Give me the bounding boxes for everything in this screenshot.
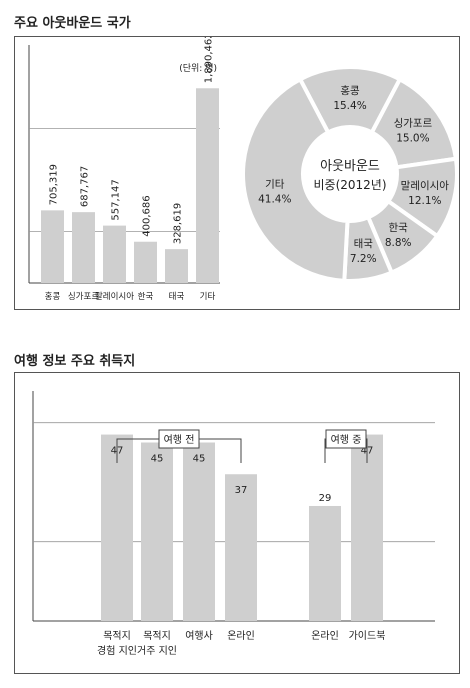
donut-center-line-2: 비중(2012년) [313,178,386,192]
category-label-5-0: 가이드북 [349,630,386,642]
bar-value-label-1: 687,767 [80,166,91,207]
bar-4 [309,505,341,621]
donut-center-line-1: 아웃바운드 [320,159,380,174]
group-label-box-0 [158,429,200,449]
donut-slice-0 [297,65,403,136]
category-label-3-0: 온라인 [227,630,255,642]
category-label-0: 홍콩 [45,291,61,302]
info-source-panel: 47 목적지 경험 지인 45 목적지 거주 지인 45 여행사 37 온라인 29 온라인 47 가이드… [14,372,460,674]
slice-pct-4: 7.2% [350,253,377,265]
group-label-1: 여행 중 [331,434,362,446]
bar-5 [351,434,383,621]
unit-note: (단위: 명) [179,63,217,74]
slice-name-2: 말레이시아 [401,180,450,192]
category-label-1: 싱가포르 [68,291,99,302]
bar-value-label-3: 37 [235,485,248,496]
bar-value-label-3: 400,686 [142,195,153,236]
category-label-3: 한국 [138,292,154,302]
category-label-2: 말레이시아 [95,291,134,302]
outbound-panel: 705,319 홍콩 687,767 싱가포르 557,147 말레이시아 400,686 한… [14,32,460,310]
section-title-info-source: 여행 정보 주요 취득지 [14,354,136,369]
bar-value-label-4: 328,619 [173,203,184,244]
slice-pct-2: 12.1% [408,195,441,207]
bar-3 [225,474,257,621]
slice-name-1: 싱가포르 [394,118,433,130]
slice-name-0: 홍콩 [340,84,360,97]
category-label-1-1: 거주 지인 [137,645,177,657]
category-label-0-0: 목적지 [103,630,131,642]
bar-0 [101,434,133,621]
category-label-0-1: 경험 지인 [97,644,137,657]
group-label-0: 여행 전 [164,434,195,446]
slice-name-3: 한국 [389,222,409,234]
bar-2 [183,442,215,621]
category-label-5: 기타 [200,292,216,302]
category-label-1-0: 목적지 [143,630,171,642]
bar-value-label-2: 45 [193,454,206,465]
bar-value-label-1: 45 [151,454,164,465]
section-title-outbound: 주요 아웃바운드 국가 [14,16,131,31]
bar-1 [141,442,173,621]
outbound-charts: 705,319 홍콩 687,767 싱가포르 557,147 말레이시아 400,686 한… [28,32,459,302]
bar-1 [72,212,95,283]
bar-value-label-0: 705,319 [49,164,60,205]
slice-name-4: 태국 [354,238,374,250]
bar-value-label-4: 29 [319,493,332,504]
donut-slice-5 [241,76,350,283]
category-label-2-0: 여행사 [185,630,213,642]
bar-5 [196,88,219,283]
slice-pct-0: 15.4% [333,100,366,112]
slice-pct-1: 15.0% [396,133,429,145]
category-label-4: 태국 [169,292,185,302]
slice-pct-3: 8.8% [385,237,412,249]
bar-2 [103,225,126,283]
bar-4 [165,249,188,283]
group-label-box-1 [325,429,367,449]
bar-0 [41,210,64,283]
bar-value-label-5: 1,890,462 [204,37,215,83]
category-label-4-0: 온라인 [311,630,339,642]
slice-name-5: 기타 [265,178,285,190]
bar-value-label-2: 557,147 [111,179,122,220]
slice-pct-5: 41.4% [258,193,291,205]
bar-3 [134,241,157,283]
